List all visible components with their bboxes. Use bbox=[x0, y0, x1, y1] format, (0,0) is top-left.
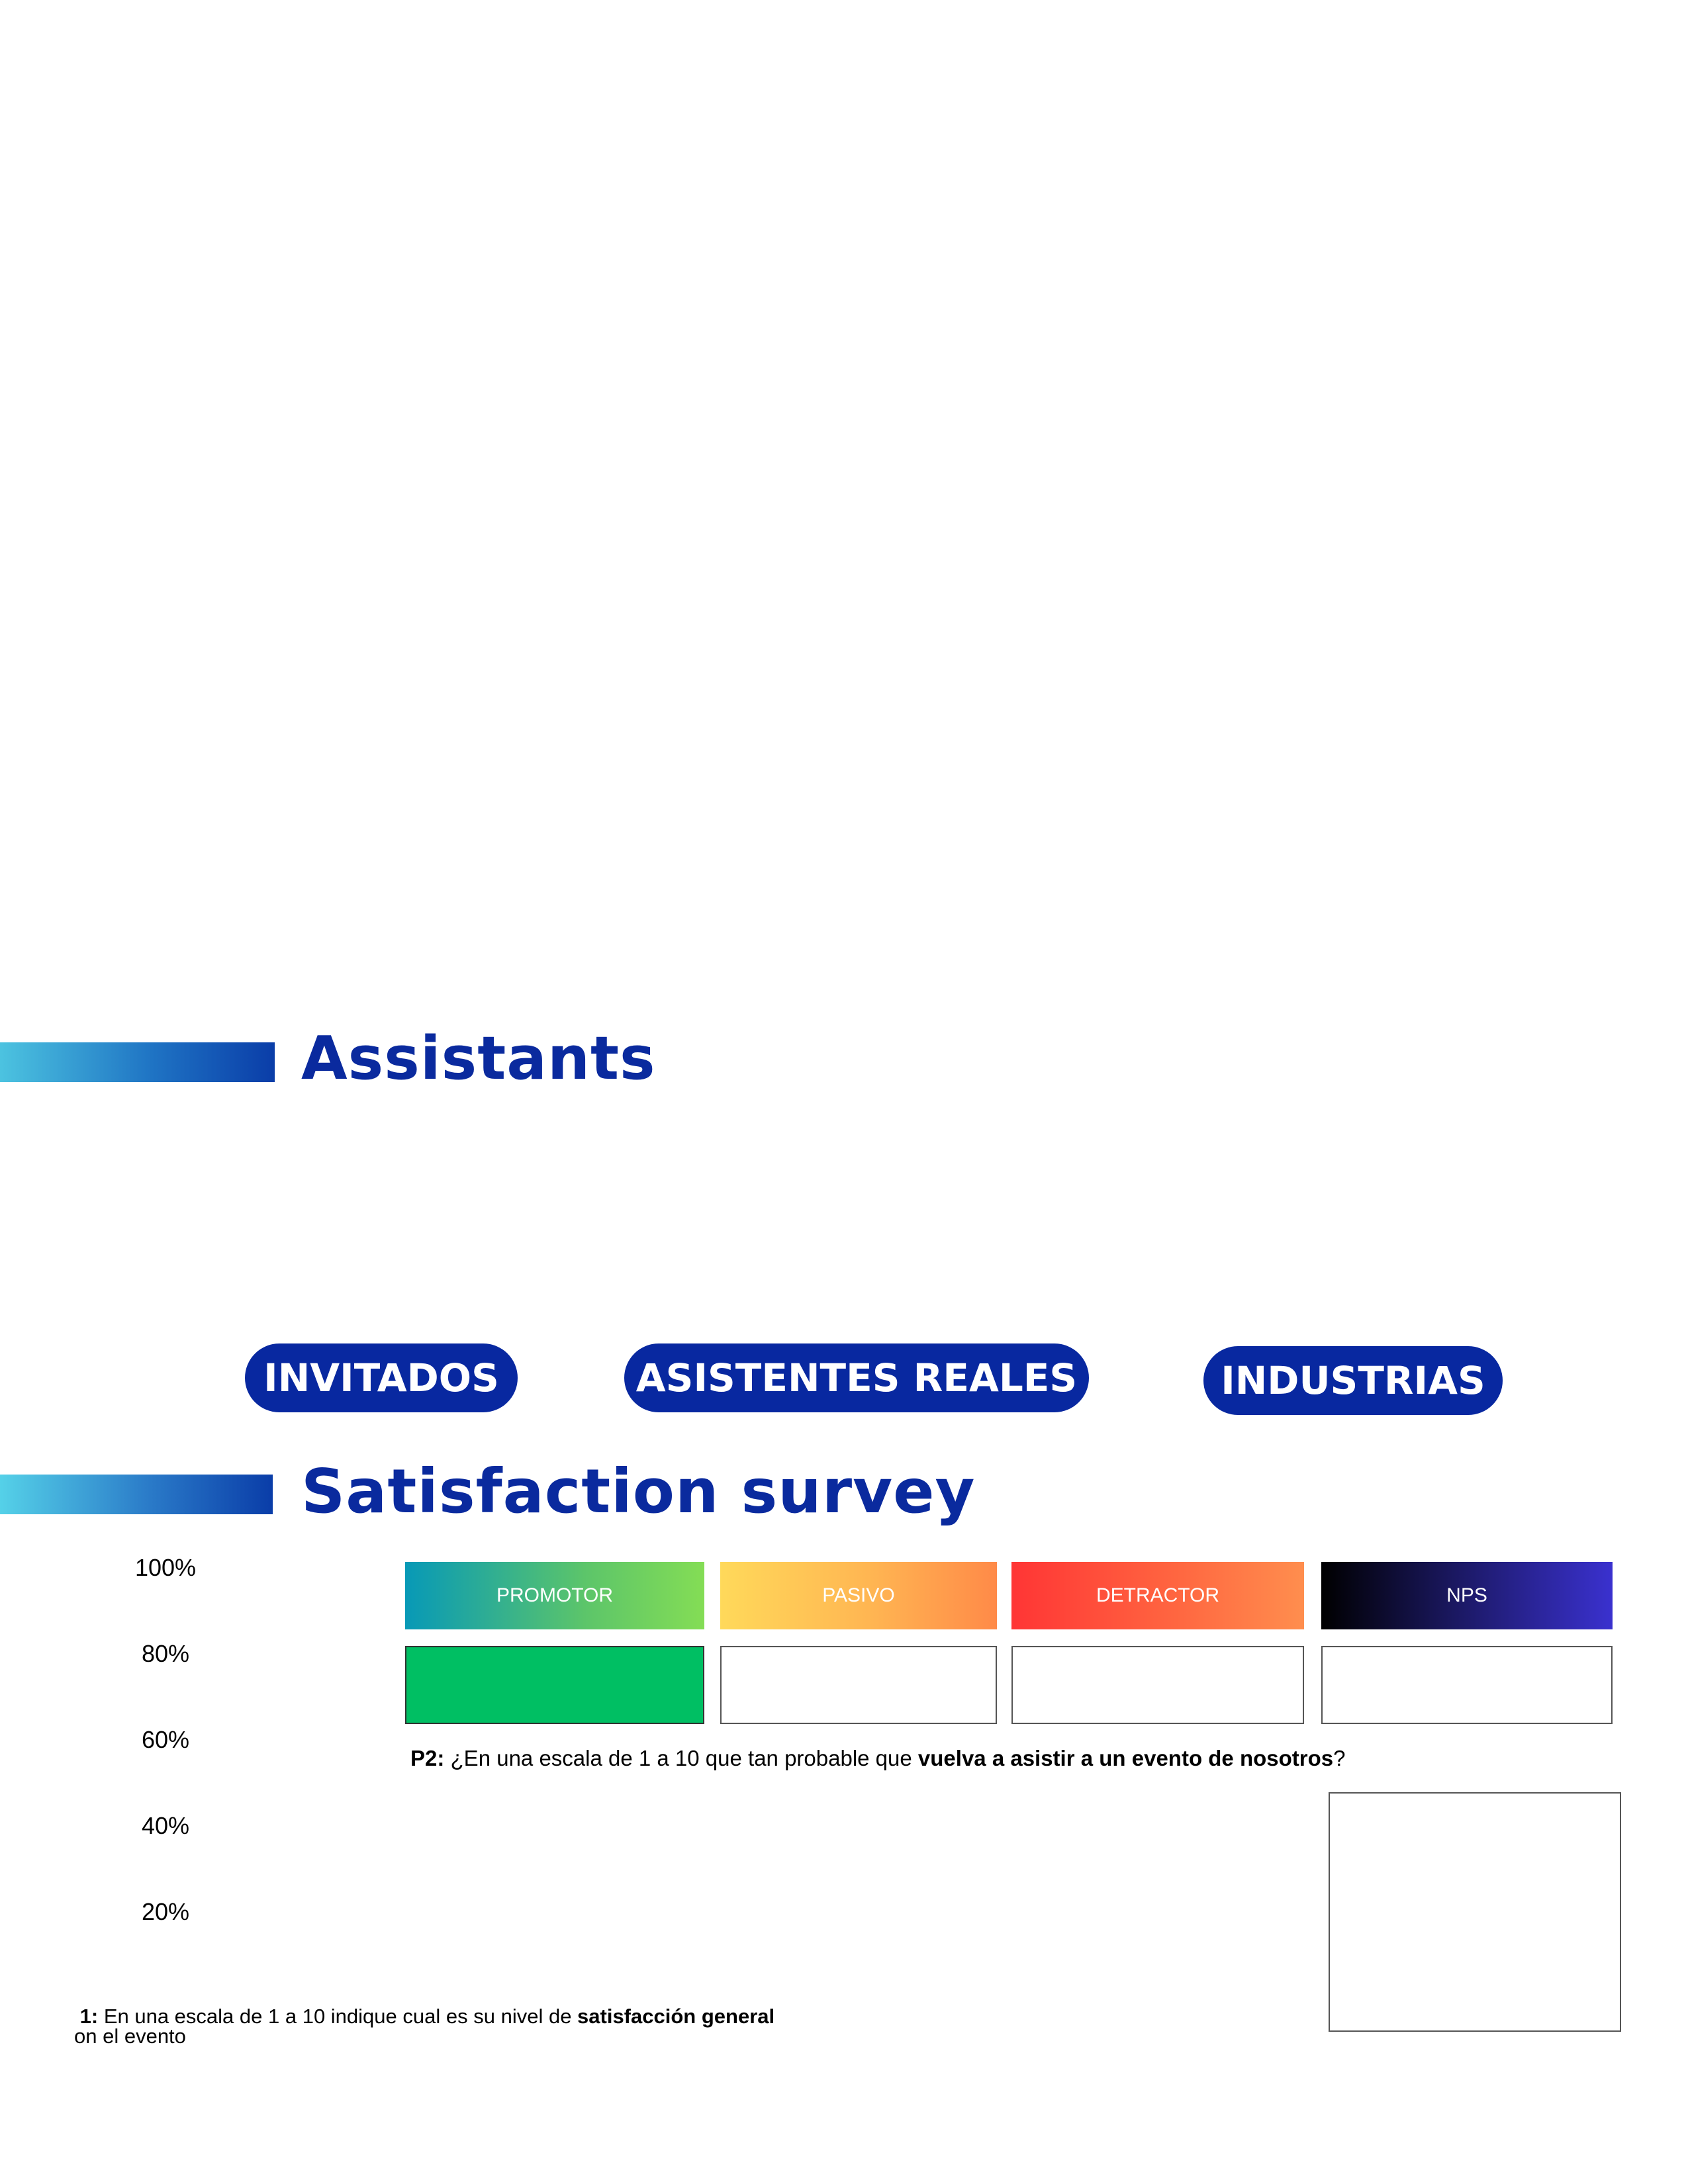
question-p2-bold: vuelva a asistir a un evento de nosotros bbox=[917, 1746, 1334, 1770]
assistants-accent-bar bbox=[0, 1042, 275, 1082]
nps-header: NPS bbox=[1321, 1562, 1613, 1629]
y-axis-label-60: 60% bbox=[141, 1726, 190, 1753]
question-p1-text: En una escala de 1 a 10 indique cual es … bbox=[98, 2005, 578, 2028]
y-axis-label-100: 100% bbox=[134, 1554, 197, 1581]
pasivo-header: PASIVO bbox=[720, 1562, 997, 1629]
question-p1-prefix: 1: bbox=[79, 2005, 99, 2028]
detractor-value-box bbox=[1011, 1646, 1304, 1724]
pasivo-value-box bbox=[720, 1646, 997, 1724]
question-p2-text: ¿En una escala de 1 a 10 que tan probabl… bbox=[444, 1746, 918, 1770]
detractor-header: DETRACTOR bbox=[1011, 1562, 1304, 1629]
y-axis-label-80: 80% bbox=[141, 1640, 190, 1667]
question-p1-line2: on el evento bbox=[74, 2025, 186, 2048]
promotor-header: PROMOTOR bbox=[405, 1562, 704, 1629]
invitados-pill: INVITADOS bbox=[245, 1343, 518, 1412]
y-axis-label-40: 40% bbox=[141, 1812, 190, 1839]
question-p2-prefix: P2: bbox=[410, 1746, 445, 1770]
survey-accent-bar bbox=[0, 1475, 273, 1514]
y-axis-label-20: 20% bbox=[141, 1898, 190, 1925]
nps-value-box bbox=[1321, 1646, 1613, 1724]
chart-placeholder-box bbox=[1329, 1792, 1621, 2032]
survey-heading: Satisfaction survey bbox=[301, 1456, 976, 1527]
question-p2: P2: ¿En una escala de 1 a 10 que tan pro… bbox=[410, 1746, 1345, 1771]
question-p2-end: ? bbox=[1333, 1746, 1346, 1770]
question-p1-bold: satisfacción general bbox=[577, 2005, 775, 2028]
promotor-value-box bbox=[405, 1646, 704, 1724]
assistants-heading: Assistants bbox=[301, 1024, 656, 1093]
industrias-pill: INDUSTRIAS bbox=[1203, 1346, 1503, 1415]
question-p1: 1: En una escala de 1 a 10 indique cual … bbox=[74, 2005, 802, 2048]
asistentes-reales-pill: ASISTENTES REALES bbox=[624, 1343, 1089, 1412]
